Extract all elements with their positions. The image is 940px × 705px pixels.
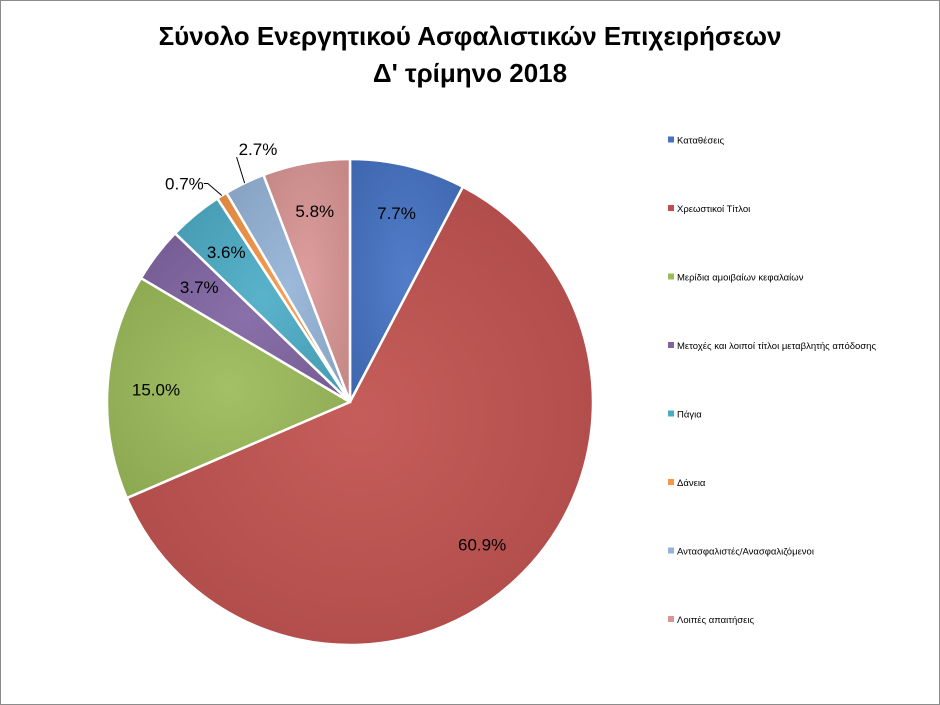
data-label-2: 60.9% — [458, 536, 506, 555]
legend: Καταθέσεις Χρεωστικοί Τίτλοι Μερίδια αμοιβ… — [668, 136, 876, 626]
legend-label-3: Μερίδια αμοιβαίων κεφαλαίων — [677, 273, 804, 284]
pie-slice-2 — [125, 185, 595, 647]
data-label-1: 7.7% — [377, 204, 416, 223]
data-label-7: 2.7% — [239, 140, 278, 159]
legend-swatch-6 — [668, 479, 674, 485]
data-label-6: 0.7% — [165, 175, 204, 194]
legend-swatch-3 — [668, 273, 674, 280]
data-labels: 7.7% 60.9% 15.0% 3.7% 3.6% 0.7% 2.7% 5.8% — [132, 140, 506, 554]
legend-swatch-7 — [668, 547, 674, 554]
chart-title-line2: Δ' τρίμηνο 2018 — [372, 58, 568, 88]
legend-label-8: Λοιπές απαιτήσεις — [677, 615, 755, 626]
legend-swatch-1 — [668, 136, 674, 143]
legend-label-5: Πάγια — [677, 410, 702, 421]
legend-swatch-4 — [668, 342, 674, 348]
legend-label-2: Χρεωστικοί Τίτλοι — [677, 204, 750, 215]
legend-label-1: Καταθέσεις — [677, 136, 725, 147]
legend-label-7: Αντασφαλιστές/Ανασφαλιζόμενοι — [677, 547, 814, 558]
legend-label-6: Δάνεια — [677, 478, 706, 489]
legend-swatch-2 — [668, 205, 674, 211]
leader-line-6 — [203, 183, 223, 196]
data-label-3: 15.0% — [132, 381, 180, 400]
leader-line-7 — [236, 156, 246, 184]
chart-title: Σύνολο Ενεργητικού Ασφαλιστικών Επιχειρή… — [0, 18, 940, 92]
pie-slice-3 — [105, 276, 352, 500]
legend-label-4: Μετοχές και λοιποί τίτλοι μεταβλητής από… — [677, 341, 876, 352]
legend-swatch-5 — [668, 410, 674, 417]
chart-title-line1: Σύνολο Ενεργητικού Ασφαλιστικών Επιχειρή… — [158, 21, 782, 51]
data-label-5: 3.6% — [207, 243, 246, 262]
pie-slices — [105, 157, 595, 647]
pie-slice-1 — [348, 157, 465, 404]
legend-swatch-8 — [668, 616, 674, 622]
leader-lines — [203, 156, 246, 196]
pie-slice-8 — [262, 157, 352, 404]
data-label-4: 3.7% — [180, 278, 219, 297]
data-label-8: 5.8% — [295, 202, 334, 221]
